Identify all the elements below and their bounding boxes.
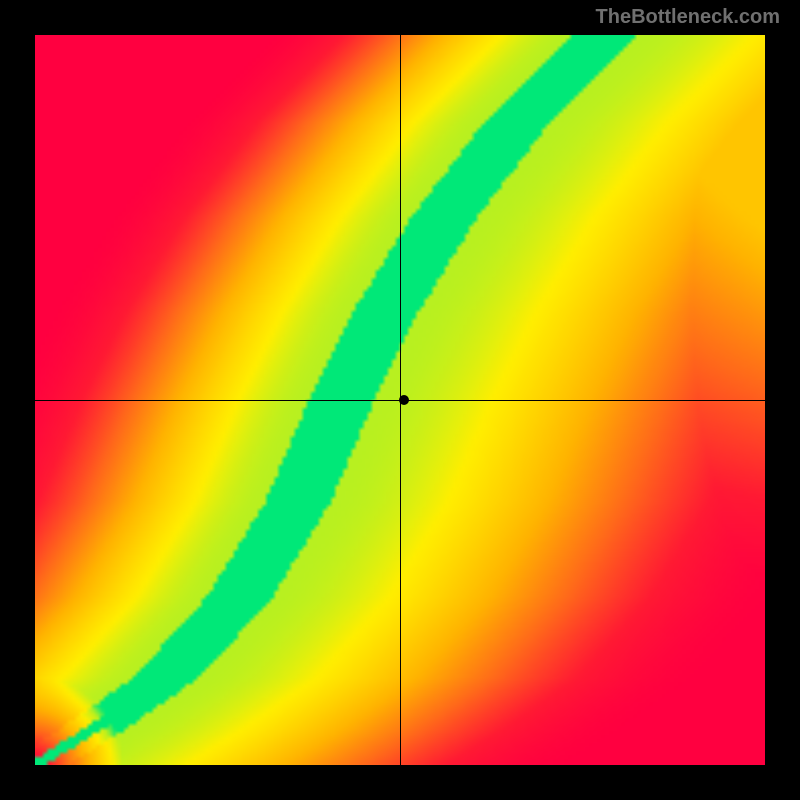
crosshair-marker: [399, 395, 409, 405]
heatmap-plot: [35, 35, 765, 765]
watermark-text: TheBottleneck.com: [596, 6, 780, 29]
